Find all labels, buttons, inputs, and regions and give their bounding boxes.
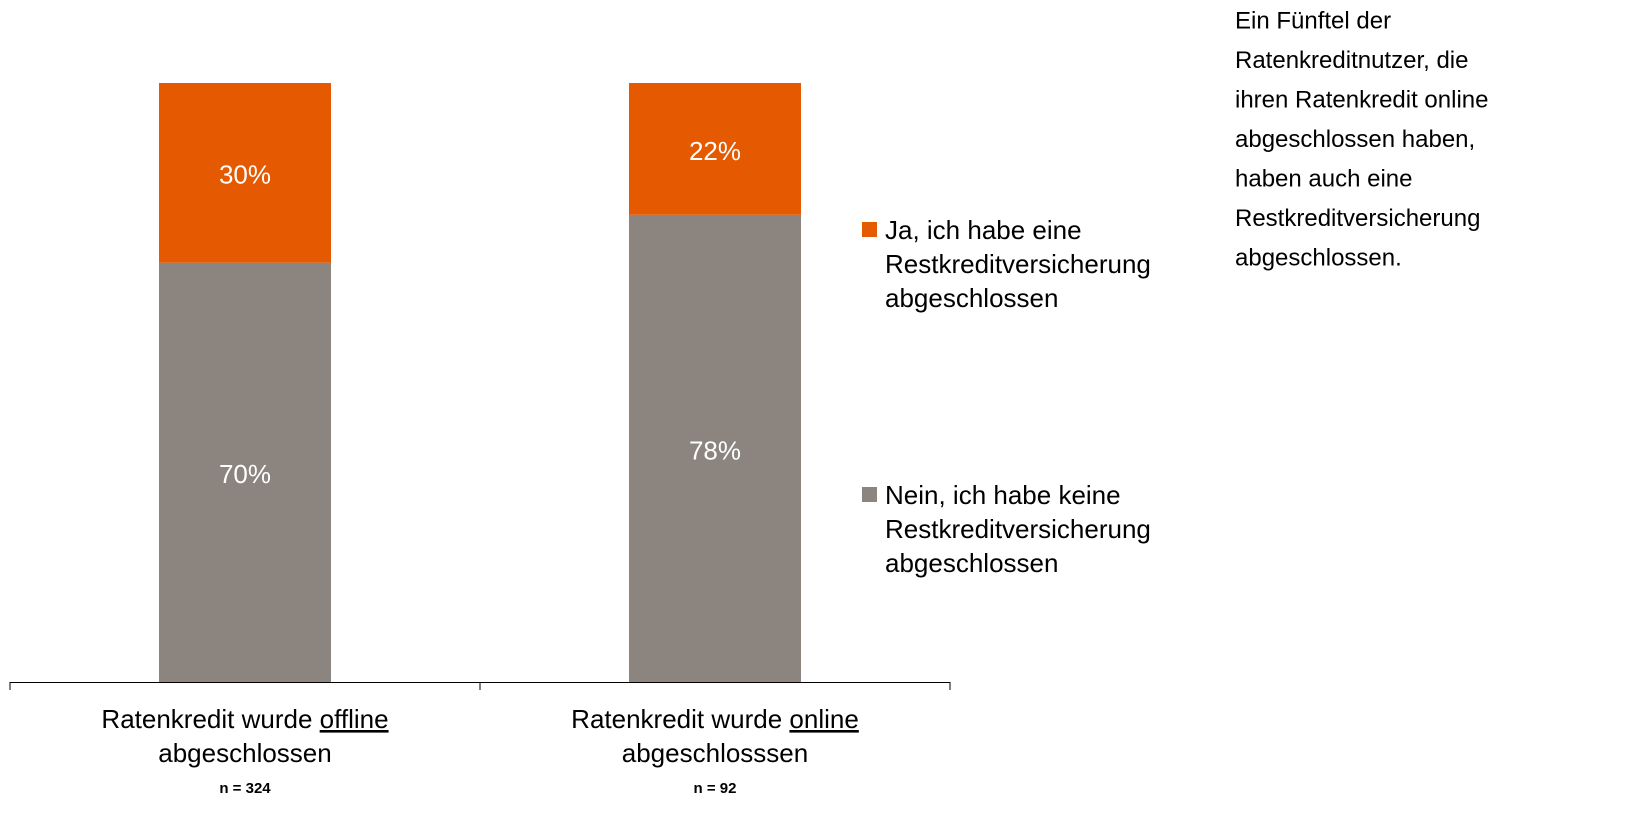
x-tick-label: abgeschlosssen — [622, 738, 808, 768]
bar-segment — [159, 262, 331, 682]
x-tick-label: Ratenkredit wurde offline — [101, 704, 388, 734]
data-label: 70% — [219, 459, 271, 489]
bar-segment — [159, 83, 331, 263]
bar-segment — [629, 214, 801, 682]
annotation-line: Ein Fünftel der — [1235, 7, 1391, 34]
data-label: 30% — [219, 160, 271, 190]
legend-entry: Nein, ich habe keine Restkreditversicher… — [862, 478, 1202, 580]
annotation-line: abgeschlossen. — [1235, 244, 1402, 271]
sample-size: n = 92 — [694, 780, 737, 797]
annotation-line: Restkreditversicherung — [1235, 205, 1480, 232]
data-label: 78% — [689, 435, 741, 465]
x-tick-label: abgeschlossen — [158, 738, 331, 768]
x-tick-label-part: Ratenkredit wurde — [571, 704, 782, 734]
legend-swatch — [862, 487, 877, 502]
annotation-line: abgeschlossen haben, — [1235, 126, 1475, 153]
legend-label: Ja, ich habe eine Restkreditversicherung… — [885, 215, 1151, 313]
legend-swatch — [862, 222, 877, 237]
bar-segment — [629, 83, 801, 215]
sample-size: n = 324 — [219, 780, 271, 797]
legend-label: Nein, ich habe keine Restkreditversicher… — [885, 480, 1151, 578]
annotation-line: Ratenkreditnutzer, die — [1235, 47, 1468, 74]
annotation-line: ihren Ratenkredit online — [1235, 86, 1489, 113]
x-tick-label-emphasis: offline — [320, 704, 389, 734]
x-tick-label-emphasis: online — [789, 704, 858, 734]
x-tick-label: Ratenkredit wurde online — [571, 704, 859, 734]
annotation-line: haben auch eine — [1235, 165, 1413, 192]
legend-entry: Ja, ich habe eine Restkreditversicherung… — [862, 213, 1202, 315]
x-tick-label-part: Ratenkredit wurde — [101, 704, 312, 734]
data-label: 22% — [689, 136, 741, 166]
